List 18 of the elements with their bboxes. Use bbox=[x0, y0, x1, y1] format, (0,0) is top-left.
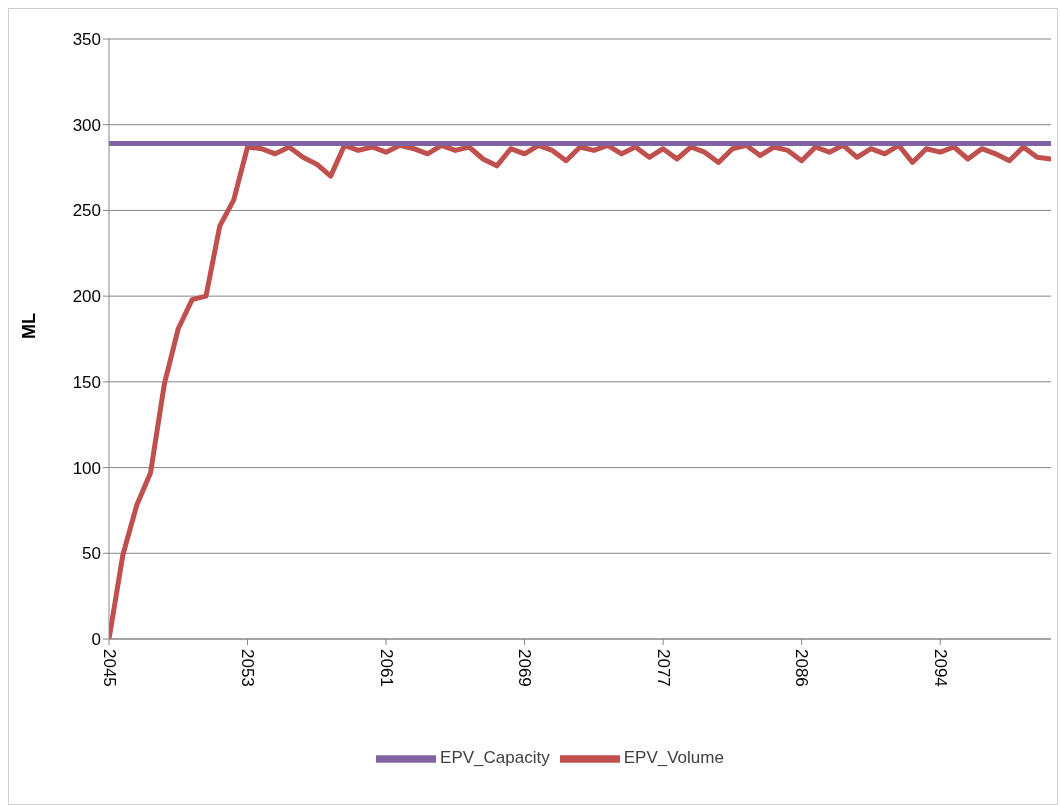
y-tick-label: 150 bbox=[72, 372, 101, 392]
x-tick-label: 2086 bbox=[792, 649, 812, 687]
x-tick-label: 2069 bbox=[515, 649, 535, 687]
x-tick-label: 2077 bbox=[653, 649, 673, 687]
y-tick-label: 300 bbox=[72, 115, 101, 135]
y-tick-label: 0 bbox=[91, 630, 101, 650]
x-tick-label: 2094 bbox=[930, 649, 950, 687]
y-tick-label: 200 bbox=[72, 287, 101, 307]
legend-label: EPV_Volume bbox=[623, 748, 724, 768]
x-tick-label: 2045 bbox=[99, 649, 119, 687]
legend-label: EPV_Capacity bbox=[440, 748, 550, 768]
x-tick-label: 2061 bbox=[376, 649, 396, 687]
y-tick-label: 50 bbox=[82, 544, 101, 564]
y-axis-title: ML bbox=[19, 313, 40, 339]
y-tick-label: 100 bbox=[72, 458, 101, 478]
y-tick-label: 350 bbox=[72, 30, 101, 50]
x-tick-label: 2053 bbox=[238, 649, 258, 687]
y-tick-label: 250 bbox=[72, 201, 101, 221]
